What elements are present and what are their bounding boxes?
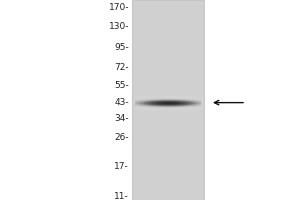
Text: 130-: 130- (109, 22, 129, 31)
Text: 72-: 72- (114, 63, 129, 72)
Text: 34-: 34- (114, 114, 129, 123)
Text: 55-: 55- (114, 81, 129, 90)
Text: 95-: 95- (114, 43, 129, 52)
Text: 170-: 170- (109, 3, 129, 12)
Text: 26-: 26- (114, 133, 129, 142)
Bar (132, 0, 204, 200)
Text: 11-: 11- (114, 192, 129, 200)
Text: 43-: 43- (114, 98, 129, 107)
Text: 17-: 17- (114, 162, 129, 171)
